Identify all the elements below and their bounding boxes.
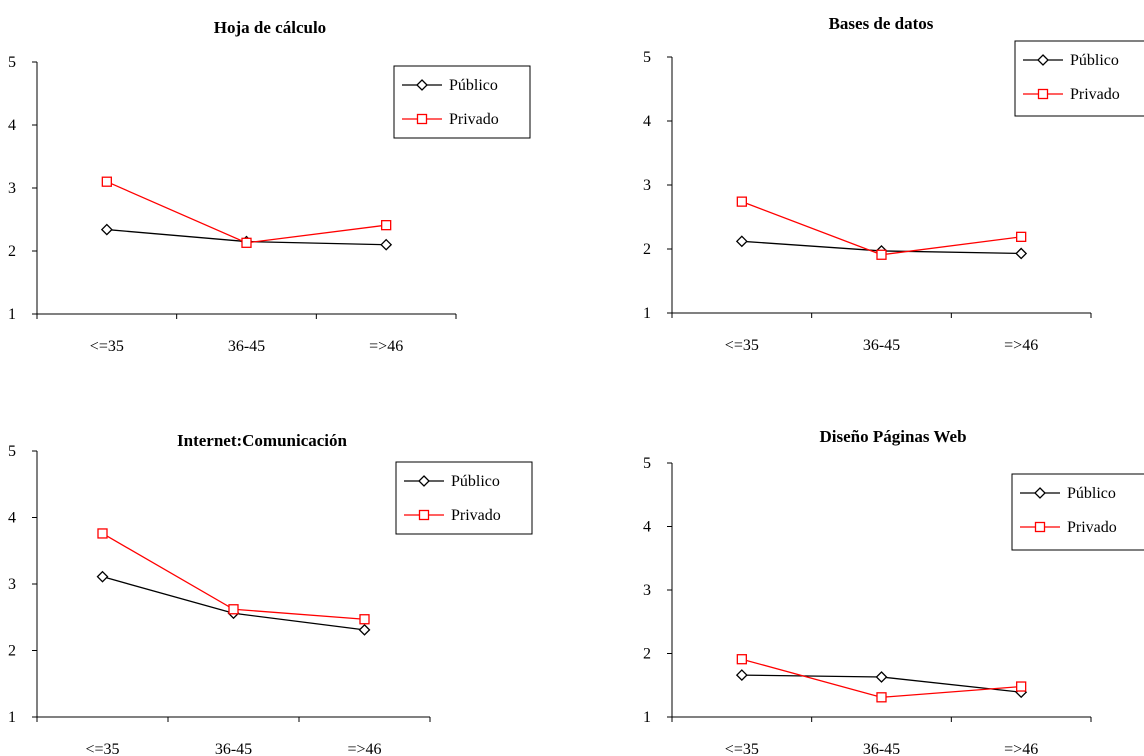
data-point (1015, 247, 1028, 260)
y-tick-label: 4 (8, 117, 16, 134)
data-point (876, 249, 887, 260)
y-tick-label: 5 (8, 54, 16, 71)
chart-internet-comunicacion-svg: Internet:Comunicación 1 2 3 4 5 <=35 36-45 =>46 P… (8, 431, 533, 756)
data-point (228, 604, 239, 615)
y-tick-label: 1 (8, 709, 16, 726)
legend-label: Privado (451, 507, 501, 524)
x-tick-label: <=35 (725, 741, 759, 756)
chart-internet-comunicacion: Internet:Comunicación 1 2 3 4 5 <=35 36-45 =>46 P… (8, 431, 533, 756)
data-point (359, 614, 370, 625)
legend-box (1014, 40, 1144, 117)
x-tick-label: =>46 (347, 741, 381, 756)
data-point (380, 238, 393, 251)
data-point (736, 654, 747, 665)
y-tick-label: 1 (8, 306, 16, 323)
legend-label: Público (1067, 485, 1116, 502)
data-point (241, 237, 252, 248)
data-point (875, 671, 888, 683)
y-tick-label: 4 (643, 519, 651, 536)
x-tick-label: =>46 (1004, 337, 1038, 354)
y-tick-label: 4 (8, 510, 16, 527)
legend-marker (1034, 521, 1046, 533)
y-tick-label: 2 (8, 643, 16, 660)
data-point (736, 196, 747, 207)
x-tick-label: 36-45 (863, 337, 900, 354)
legend-marker (416, 113, 428, 125)
y-tick-label: 3 (643, 582, 651, 599)
chart-title: Hoja de cálculo (214, 18, 326, 37)
y-tick-label: 1 (643, 709, 651, 726)
legend-marker (1034, 487, 1046, 499)
y-tick-label: 3 (8, 576, 16, 593)
y-tick-label: 1 (643, 305, 651, 322)
data-point (381, 220, 392, 231)
x-tick-label: <=35 (725, 337, 759, 354)
data-point (101, 176, 112, 187)
legend-label: Privado (1067, 519, 1117, 536)
x-tick-label: 36-45 (863, 741, 900, 756)
legend-box (1011, 473, 1144, 551)
y-tick-label: 2 (643, 646, 651, 663)
legend-marker (1037, 88, 1049, 100)
chart-title: Internet:Comunicación (177, 431, 348, 450)
y-tick-label: 4 (643, 113, 651, 130)
data-point (1016, 681, 1027, 692)
y-tick-label: 5 (643, 455, 651, 472)
data-point (97, 528, 108, 539)
data-point (358, 623, 371, 636)
chart-hoja-de-calculo: Hoja de cálculo 1 2 3 4 5 <=35 36-45 =>46 Público… (0, 0, 572, 378)
data-point (735, 235, 748, 248)
legend-label: Público (1070, 52, 1119, 69)
y-tick-label: 3 (8, 180, 16, 197)
legend-label: Público (449, 77, 498, 94)
x-tick-label: =>46 (369, 338, 403, 355)
chart-title: Bases de datos (829, 14, 934, 33)
y-tick-label: 5 (8, 443, 16, 460)
x-tick-label: <=35 (90, 338, 124, 355)
x-tick-label: <=35 (85, 741, 119, 756)
data-point (100, 223, 113, 236)
data-point (876, 692, 887, 703)
chart-title: Diseño Páginas Web (819, 427, 966, 446)
legend-box (395, 461, 533, 535)
data-point (96, 570, 109, 583)
x-tick-label: =>46 (1004, 741, 1038, 756)
data-point (735, 669, 748, 682)
x-tick-label: 36-45 (215, 741, 252, 756)
legend-box (393, 65, 531, 139)
y-tick-label: 2 (643, 241, 651, 258)
x-tick-label: 36-45 (228, 338, 265, 355)
data-point (1016, 231, 1027, 242)
legend-marker (418, 509, 430, 521)
legend-label: Privado (1070, 86, 1120, 103)
chart-bases-de-datos: Bases de datos 1 2 3 4 5 <=35 36-45 =>46 Público P… (643, 14, 1144, 354)
legend-label: Privado (449, 111, 499, 128)
chart-hoja-de-calculo-svg: Hoja de cálculo 1 2 3 4 5 <=35 36-45 =>46 Público… (8, 18, 531, 355)
chart-bases-de-datos-svg: Bases de datos 1 2 3 4 5 <=35 36-45 =>46 Público P… (643, 14, 1144, 354)
legend-marker (1037, 54, 1049, 66)
legend-marker (416, 79, 428, 91)
y-tick-label: 5 (643, 49, 651, 66)
legend-label: Público (451, 473, 500, 490)
legend-marker (418, 475, 430, 487)
y-tick-label: 2 (8, 243, 16, 260)
y-tick-label: 3 (643, 177, 651, 194)
